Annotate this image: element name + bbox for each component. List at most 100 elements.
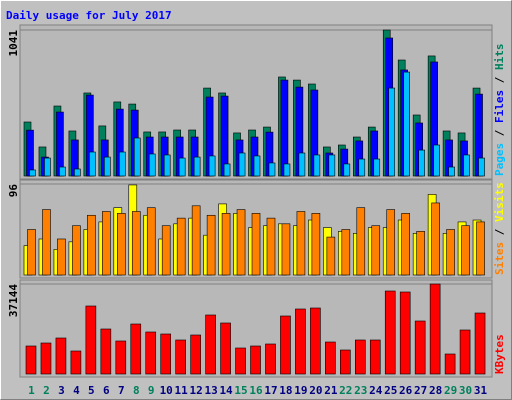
bar: [283, 163, 291, 177]
bar: [85, 305, 97, 375]
x-tick-label: 5: [88, 384, 95, 397]
bar: [100, 328, 112, 375]
bar: [26, 129, 34, 177]
y-tick-label: 1041: [7, 30, 20, 57]
bar: [70, 350, 82, 375]
bar: [298, 152, 306, 177]
bar: [310, 307, 321, 375]
bar: [418, 149, 425, 177]
bar: [416, 231, 425, 276]
bar: [431, 202, 440, 276]
bar: [206, 214, 216, 276]
bar: [235, 347, 246, 375]
bar: [42, 209, 51, 276]
x-tick-label: 8: [133, 384, 140, 397]
bar: [102, 211, 111, 276]
x-tick-label: 9: [148, 384, 155, 397]
bar: [148, 153, 156, 177]
bar: [403, 71, 410, 177]
x-tick-label: 28: [429, 384, 442, 397]
bar: [265, 343, 276, 375]
bar: [313, 154, 321, 177]
bar: [448, 166, 455, 177]
x-tick-label: 17: [264, 384, 277, 397]
x-tick-label: 24: [369, 384, 383, 397]
legend-separator: /: [493, 123, 506, 143]
bar: [115, 340, 127, 375]
legend-entry: Pages: [493, 143, 506, 176]
bar: [311, 213, 321, 276]
bar: [251, 213, 261, 276]
bar: [386, 209, 396, 276]
x-tick-label: 2: [43, 384, 50, 397]
bar: [178, 157, 186, 177]
legend-entry: Hits: [493, 44, 506, 71]
x-tick-label: 20: [309, 384, 322, 397]
bar: [358, 158, 366, 177]
bar: [295, 308, 306, 375]
bar: [117, 213, 126, 276]
legend-entry: Visits: [493, 182, 506, 222]
bar: [131, 211, 141, 276]
legend-entry: KBytes: [493, 334, 506, 374]
x-tick-label: 12: [190, 384, 203, 397]
legend: Sites / Visits: [493, 182, 506, 275]
bar: [388, 87, 396, 177]
bar: [161, 225, 171, 276]
bar: [238, 152, 246, 177]
bar: [459, 329, 471, 375]
bar: [340, 349, 351, 375]
bar: [373, 158, 381, 177]
x-tick-label: 14: [219, 384, 233, 397]
bar: [193, 156, 201, 177]
legend-separator: /: [493, 70, 506, 90]
bar: [27, 229, 36, 276]
x-tick-label: 27: [414, 384, 427, 397]
x-tick-label: 22: [339, 384, 352, 397]
bar: [296, 211, 306, 276]
x-tick-label: 19: [294, 384, 307, 397]
bar: [29, 169, 36, 177]
bar: [221, 213, 231, 276]
bar: [401, 213, 410, 276]
bar: [341, 229, 351, 276]
bar: [40, 342, 52, 375]
bar: [371, 225, 381, 276]
legend-entry: Sites: [493, 242, 506, 275]
bar: [191, 205, 201, 276]
bar: [146, 207, 156, 276]
x-tick-label: 15: [234, 384, 247, 397]
legend-entry: Files: [493, 90, 506, 123]
bar: [369, 339, 381, 375]
y-tick-label: 37144: [7, 284, 20, 317]
bar: [253, 155, 261, 177]
bar: [433, 144, 440, 177]
bar: [326, 236, 336, 276]
bar: [25, 345, 37, 375]
x-tick-label: 10: [160, 384, 173, 397]
bar: [59, 166, 66, 177]
bar: [55, 337, 67, 375]
x-tick-label: 25: [384, 384, 397, 397]
x-tick-label: 18: [279, 384, 292, 397]
bar: [461, 225, 470, 276]
x-tick-label: 30: [459, 384, 472, 397]
bar: [268, 162, 276, 177]
x-tick-label: 29: [444, 384, 457, 397]
legend: Pages / Files / Hits: [493, 44, 506, 177]
legend: KBytes: [493, 334, 506, 374]
bar: [176, 217, 186, 276]
bar: [104, 156, 111, 177]
bar: [280, 315, 291, 375]
bar: [190, 334, 201, 375]
x-tick-label: 3: [58, 384, 65, 397]
bar: [208, 155, 216, 177]
bar: [220, 322, 231, 375]
bar: [87, 214, 96, 276]
bar: [446, 229, 455, 276]
bar: [444, 353, 456, 375]
bar: [57, 238, 66, 276]
x-tick-label: 7: [118, 384, 125, 397]
x-tick-label: 31: [474, 384, 488, 397]
